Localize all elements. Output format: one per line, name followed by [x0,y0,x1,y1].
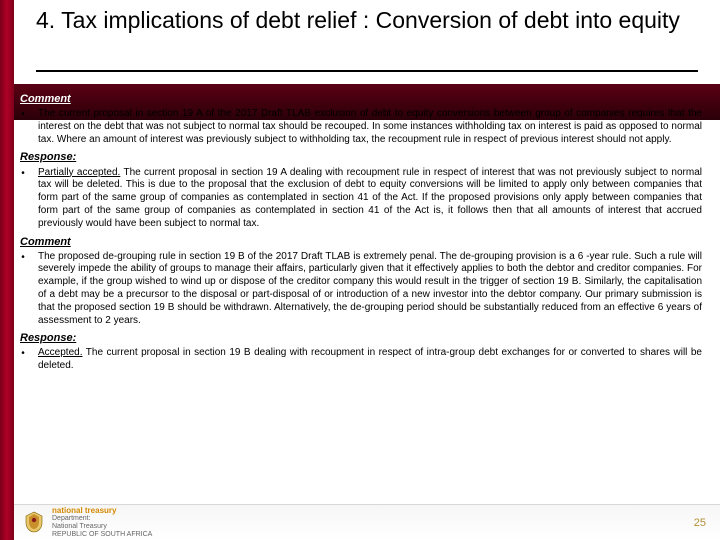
brand-line3: REPUBLIC OF SOUTH AFRICA [52,531,152,539]
bullet-body: Accepted. The current proposal in sectio… [38,347,702,373]
lead-underline: Accepted. [38,347,82,358]
slide-title: 4. Tax implications of debt relief : Con… [36,6,700,35]
bullet-dot: • [20,251,26,328]
bullet-dot: • [20,347,26,373]
brand-line2: National Treasury [52,523,152,531]
section-label-comment-1: Comment [20,92,702,106]
title-area: 4. Tax implications of debt relief : Con… [14,0,720,90]
slide: 4. Tax implications of debt relief : Con… [0,0,720,540]
bullet-body: Partially accepted. The current proposal… [38,167,702,231]
coat-of-arms-icon [22,510,46,534]
lead-underline: Partially accepted. [38,167,120,178]
title-underline [36,70,698,72]
left-accent-bar [0,0,14,540]
bullet-body: The current proposal in section 19 A of … [38,108,702,146]
footer: national treasury Department: National T… [14,504,720,540]
bullet-2: • Partially accepted. The current propos… [20,167,702,231]
bullet-rest: The current proposal in section 19 A dea… [38,167,702,229]
bullet-dot: • [20,108,26,146]
page-number: 25 [694,517,706,529]
bullet-body: The proposed de-grouping rule in section… [38,251,702,328]
section-label-response-2: Response: [20,331,702,345]
bullet-3: • The proposed de-grouping rule in secti… [20,251,702,328]
bullet-rest: The current proposal in section 19 B dea… [38,347,702,371]
footer-brand-text: national treasury Department: National T… [52,507,152,539]
section-label-response-1: Response: [20,150,702,164]
footer-left: national treasury Department: National T… [22,507,152,539]
brand-name: national treasury [52,507,152,516]
bullet-1: • The current proposal in section 19 A o… [20,108,702,146]
brand-line1: Department: [52,515,152,523]
bullet-4: • Accepted. The current proposal in sect… [20,347,702,373]
section-label-comment-2: Comment [20,235,702,249]
bullet-dot: • [20,167,26,231]
content-area: Comment • The current proposal in sectio… [20,88,702,496]
